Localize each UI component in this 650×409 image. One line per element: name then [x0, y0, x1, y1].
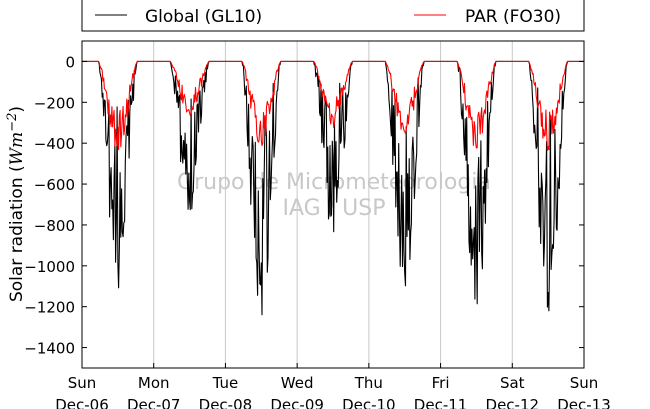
x-tick-day-label: Mon	[138, 374, 170, 392]
x-tick-date-label: Dec-09	[270, 396, 324, 409]
x-axis: Sun Dec-06 Mon Dec-07 Tue Dec-08 Wed Dec-09 Thu D…	[55, 363, 611, 409]
series-line-par	[82, 60, 584, 152]
y-axis-label: Solar radiation (Wm−2)	[5, 106, 27, 302]
y-tick-label: −1400	[24, 340, 75, 358]
legend-label-global: Global (GL10)	[145, 7, 262, 27]
x-tick-day-label: Wed	[281, 374, 314, 392]
x-tick-day-label: Fri	[432, 374, 450, 392]
legend-frame	[81, 0, 585, 32]
x-tick-date-label: Dec-10	[342, 396, 396, 409]
y-axis-label-close: )	[7, 106, 27, 113]
y-tick-label: −400	[34, 135, 75, 153]
y-tick-label: 0	[65, 53, 75, 71]
y-axis: 0 −200 −400 −600 −800 −1000 −1200 −1400	[24, 53, 584, 358]
x-gridlines	[153, 41, 513, 368]
x-tick-date-label: Dec-11	[414, 396, 468, 409]
x-tick-day-label: Thu	[354, 374, 383, 392]
x-tick-date-label: Dec-13	[557, 396, 611, 409]
x-tick-day-label: Sun	[68, 374, 97, 392]
y-tick-label: −600	[34, 176, 75, 194]
y-tick-label: −200	[34, 94, 75, 112]
y-tick-label: −800	[34, 217, 75, 235]
y-tick-label: −1000	[24, 258, 75, 276]
x-tick-date-label: Dec-06	[55, 396, 109, 409]
series-group	[82, 60, 584, 316]
plot-border	[81, 40, 585, 369]
y-axis-label-text: Solar radiation (	[7, 165, 27, 302]
x-tick-date-label: Dec-08	[199, 396, 253, 409]
x-tick-day-label: Tue	[212, 374, 239, 392]
legend-label-par: PAR (FO30)	[465, 7, 561, 27]
legend: Global (GL10) PAR (FO30)	[81, 0, 585, 32]
x-tick-day-label: Sat	[500, 374, 525, 392]
plot-area: Grupo de Micrometeorologia IAG / USP	[81, 40, 585, 369]
y-axis-label-exponent: −2	[5, 113, 20, 132]
y-tick-label: −1200	[24, 299, 75, 317]
x-tick-date-label: Dec-07	[127, 396, 181, 409]
x-tick-day-label: Sun	[570, 374, 599, 392]
x-tick-date-label: Dec-12	[486, 396, 540, 409]
y-axis-label-unit: Wm	[7, 132, 27, 166]
